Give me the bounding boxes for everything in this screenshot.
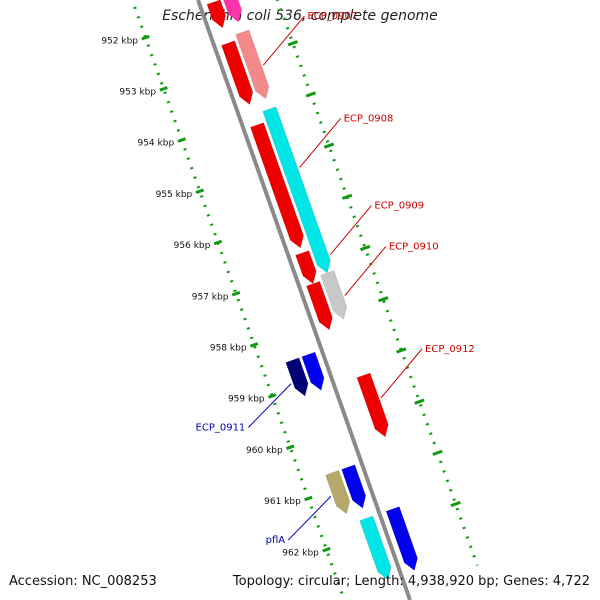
gene-feature xyxy=(356,372,389,438)
gene-label-leader xyxy=(263,15,305,66)
outer-ring-tick xyxy=(414,398,425,405)
outer-ring-tick xyxy=(396,347,407,354)
axis-tick-label: 953 kbp xyxy=(119,88,156,98)
outer-ring-tick xyxy=(323,142,335,149)
gene-feature xyxy=(325,470,351,515)
axis-tick-label: 954 kbp xyxy=(137,139,174,149)
axis-tick-label: 958 kbp xyxy=(210,344,247,354)
gene-label: ECP_0912 xyxy=(425,344,475,355)
gene-feature xyxy=(359,515,392,581)
gene-label: ECP_0910 xyxy=(389,241,439,252)
gene-feature xyxy=(295,250,317,285)
gene-feature xyxy=(235,29,270,100)
gene-feature xyxy=(320,270,348,320)
gene-label-leader xyxy=(344,246,387,296)
axis-tick-label: 957 kbp xyxy=(192,292,229,302)
axis-tick xyxy=(213,239,223,246)
gene-feature xyxy=(306,281,333,331)
outer-ring-tick xyxy=(450,500,461,508)
gene-feature xyxy=(223,0,243,23)
gene-feature xyxy=(250,122,304,249)
axis-tick xyxy=(286,444,295,451)
outer-ring-tick xyxy=(287,40,299,47)
axis-tick xyxy=(267,393,277,399)
gene-feature xyxy=(341,464,367,509)
gene-feature xyxy=(221,40,254,106)
outer-ring-tick xyxy=(305,91,317,98)
axis-tick-label: 956 kbp xyxy=(174,241,211,251)
gene-label: pflA xyxy=(266,535,286,546)
inner-tick-ring xyxy=(133,6,346,600)
gene-feature xyxy=(262,106,331,274)
gene-feature xyxy=(385,506,418,571)
axis-tick xyxy=(141,34,150,41)
gene-label: ECP_0908 xyxy=(344,113,394,124)
gene-feature xyxy=(301,351,325,391)
axis-tick-label: 955 kbp xyxy=(156,190,193,200)
genome-stats: Topology: circular; Length: 4,938,920 bp… xyxy=(232,574,590,589)
axis-tick-label: 960 kbp xyxy=(246,446,283,456)
gene-label-leader xyxy=(299,118,341,168)
outer-ring-tick xyxy=(432,449,443,456)
axis-tick xyxy=(249,342,259,348)
axis-tick xyxy=(304,495,313,502)
gene-feature xyxy=(285,357,309,397)
axis-tick xyxy=(195,188,205,195)
gene-label-leader xyxy=(247,383,292,428)
gene-label: ECP_0911 xyxy=(196,423,246,434)
outer-ring-tick xyxy=(359,244,371,252)
genome-backbone xyxy=(196,0,412,600)
axis-tick-label: 961 kbp xyxy=(264,497,301,507)
axis-tick xyxy=(231,290,241,297)
outer-tick-ring xyxy=(275,0,479,566)
gene-label-leader xyxy=(287,495,332,541)
accession-label: Accession: NC_008253 xyxy=(9,574,157,589)
axis-tick-label: 962 kbp xyxy=(282,548,319,558)
gene-label-leader xyxy=(380,348,423,399)
gene-feature xyxy=(206,0,227,29)
axis-tick xyxy=(159,86,168,92)
gene-label: ECP_0907 xyxy=(307,11,357,22)
outer-ring-tick xyxy=(378,296,389,303)
gene-label-leader xyxy=(329,205,372,255)
gene-label: ECP_0909 xyxy=(374,201,424,212)
axis-tick xyxy=(322,546,331,553)
outer-ring-tick xyxy=(341,193,353,200)
axis-tick-label: 959 kbp xyxy=(228,395,265,405)
axis-tick xyxy=(177,137,187,143)
axis-tick-label: 952 kbp xyxy=(101,36,138,46)
